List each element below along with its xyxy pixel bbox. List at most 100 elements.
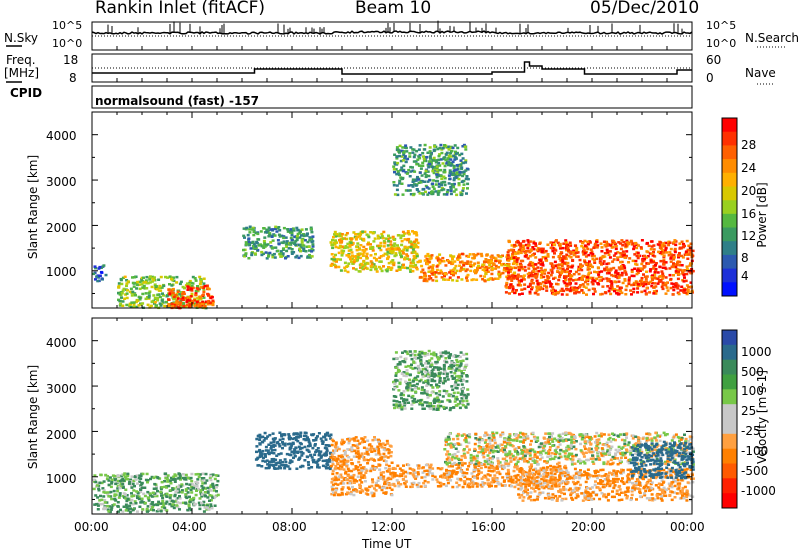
data-cell bbox=[650, 252, 654, 255]
data-cell bbox=[393, 242, 397, 245]
data-cell bbox=[401, 193, 405, 196]
data-cell bbox=[676, 287, 680, 290]
data-cell bbox=[98, 265, 102, 269]
data-cell bbox=[689, 242, 693, 245]
data-cell bbox=[307, 444, 310, 448]
data-cell bbox=[460, 180, 464, 183]
data-cell bbox=[631, 259, 635, 263]
data-cell bbox=[464, 148, 468, 151]
data-cell bbox=[405, 172, 409, 175]
data-cell bbox=[585, 245, 589, 249]
data-cell bbox=[206, 303, 210, 306]
data-cell bbox=[389, 454, 393, 458]
data-cell bbox=[347, 487, 351, 491]
data-cell bbox=[274, 246, 278, 249]
data-cell bbox=[292, 456, 295, 460]
data-cell bbox=[378, 468, 382, 471]
data-cell bbox=[101, 487, 105, 490]
data-cell bbox=[349, 458, 353, 461]
data-cell bbox=[427, 270, 431, 273]
data-cell bbox=[496, 277, 500, 280]
data-cell bbox=[385, 478, 389, 482]
data-cell bbox=[362, 446, 366, 449]
data-cell bbox=[159, 510, 163, 513]
data-cell bbox=[179, 280, 183, 284]
data-cell bbox=[361, 264, 365, 268]
data-cell bbox=[664, 241, 667, 245]
data-cell bbox=[126, 497, 130, 500]
data-cell bbox=[585, 293, 588, 296]
data-cell bbox=[308, 442, 312, 445]
data-cell bbox=[461, 157, 465, 160]
data-cell bbox=[394, 372, 398, 375]
data-cell bbox=[365, 267, 369, 270]
data-cell bbox=[431, 386, 435, 389]
data-cell bbox=[333, 467, 337, 470]
station-title: Rankin Inlet (fitACF) bbox=[95, 0, 266, 18]
data-cell bbox=[303, 459, 307, 462]
data-cell bbox=[460, 401, 464, 405]
data-cell bbox=[279, 452, 283, 455]
data-cell bbox=[405, 150, 409, 153]
data-cell bbox=[399, 176, 403, 179]
data-cell bbox=[261, 449, 265, 453]
data-cell bbox=[110, 478, 114, 481]
data-cell bbox=[443, 274, 446, 278]
data-cell bbox=[653, 273, 657, 277]
data-cell bbox=[639, 267, 643, 270]
data-cell bbox=[398, 179, 402, 183]
data-cell bbox=[462, 367, 466, 371]
data-cell bbox=[685, 253, 689, 256]
data-cell bbox=[640, 262, 644, 266]
data-cell bbox=[340, 493, 344, 496]
data-cell bbox=[209, 302, 213, 306]
data-cell bbox=[401, 230, 405, 234]
data-cell bbox=[136, 299, 140, 302]
data-cell bbox=[627, 282, 631, 286]
data-cell bbox=[416, 399, 420, 402]
data-cell bbox=[369, 254, 373, 257]
data-cell bbox=[174, 294, 178, 297]
data-cell bbox=[296, 228, 300, 232]
data-cell bbox=[332, 235, 335, 239]
data-cell bbox=[325, 459, 329, 462]
data-cell bbox=[564, 239, 568, 242]
data-cell bbox=[132, 305, 136, 309]
data-cell bbox=[362, 474, 366, 477]
data-cell bbox=[178, 497, 182, 500]
data-cell bbox=[388, 249, 392, 253]
data-cell bbox=[505, 281, 509, 285]
data-cell bbox=[438, 153, 442, 156]
data-cell bbox=[395, 247, 399, 250]
data-cell bbox=[189, 295, 193, 298]
data-cell bbox=[402, 398, 406, 401]
data-cell bbox=[432, 148, 436, 152]
data-cell bbox=[393, 382, 397, 385]
data-cell bbox=[553, 293, 557, 296]
data-cell bbox=[401, 159, 405, 162]
data-cell bbox=[458, 376, 462, 379]
data-cell bbox=[254, 231, 258, 235]
data-cell bbox=[379, 244, 383, 248]
data-cell bbox=[189, 301, 193, 304]
data-cell bbox=[366, 439, 370, 442]
data-cell bbox=[140, 283, 144, 286]
data-cell bbox=[430, 374, 434, 377]
data-cell bbox=[191, 499, 195, 502]
data-cell bbox=[547, 276, 551, 279]
data-cell bbox=[387, 240, 391, 243]
data-cell bbox=[208, 494, 212, 497]
data-cell bbox=[282, 464, 286, 467]
data-cell bbox=[410, 363, 413, 366]
data-cell bbox=[428, 371, 432, 375]
data-cell bbox=[404, 357, 408, 360]
data-cell bbox=[678, 260, 682, 264]
data-cell bbox=[377, 448, 380, 451]
data-cell bbox=[535, 289, 539, 293]
data-cell bbox=[127, 482, 131, 485]
data-cell bbox=[465, 254, 469, 258]
data-cell bbox=[635, 246, 639, 250]
data-cell bbox=[460, 369, 463, 373]
data-cell bbox=[190, 289, 194, 292]
data-cell bbox=[555, 470, 559, 473]
